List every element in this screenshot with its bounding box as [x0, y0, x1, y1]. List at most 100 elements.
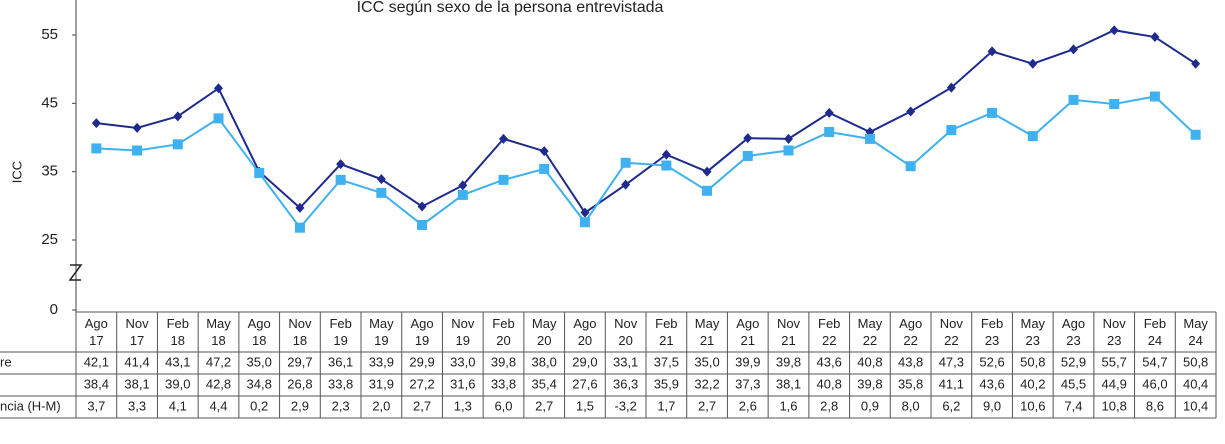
x-tick-label: Ago 18	[247, 316, 271, 348]
marker	[172, 139, 183, 150]
table-value: 43,6	[979, 376, 1004, 391]
marker	[1109, 99, 1120, 110]
marker	[864, 133, 875, 144]
chart-title: ICC según sexo de la persona entrevistad…	[357, 0, 664, 16]
y-tick-label: 25	[41, 231, 58, 248]
x-tick-label: Feb 20	[492, 316, 515, 348]
table-value: 3,7	[87, 398, 105, 413]
marker	[906, 106, 916, 117]
table-value: 45,5	[1061, 376, 1086, 391]
table-value: 10,6	[1020, 398, 1045, 413]
table-value: 40,2	[1020, 376, 1045, 391]
x-tick-label: May 22	[857, 316, 883, 348]
table-value: 47,2	[206, 354, 231, 369]
y-axis-label: ICC	[9, 161, 24, 183]
marker	[987, 46, 997, 57]
table-value: 35,4	[532, 376, 557, 391]
marker	[905, 161, 916, 172]
table-value: 6,2	[942, 398, 960, 413]
x-tick-label: Nov 22	[939, 316, 963, 348]
marker	[417, 219, 428, 230]
table-value: 39,8	[776, 354, 801, 369]
marker	[661, 160, 672, 171]
table-value: 0,2	[250, 398, 268, 413]
marker	[1028, 58, 1038, 69]
table-value: 47,3	[939, 354, 964, 369]
x-tick-label: Nov 17	[125, 316, 149, 348]
x-tick-label: May 24	[1183, 316, 1208, 348]
marker	[620, 157, 631, 168]
table-value: 2,7	[413, 398, 431, 413]
table-value: 2,7	[535, 398, 553, 413]
x-tick-label: Ago 22	[899, 316, 923, 348]
y-tick-label: 0	[50, 301, 58, 318]
marker	[173, 111, 183, 122]
table-value: 35,0	[247, 354, 272, 369]
marker	[376, 187, 387, 198]
table-value: 8,6	[1146, 398, 1164, 413]
table-value: 2,9	[291, 398, 309, 413]
table-value: 35,9	[654, 376, 679, 391]
table-value: 33,1	[613, 354, 638, 369]
table-value: 2,6	[739, 398, 757, 413]
marker	[1150, 32, 1160, 43]
marker	[457, 189, 468, 200]
table-value: 2,3	[332, 398, 350, 413]
table-value: 1,7	[657, 398, 675, 413]
table-value: 46,0	[1142, 376, 1167, 391]
row-label: ncia (H-M)	[0, 398, 61, 413]
marker	[294, 222, 305, 233]
marker	[1191, 58, 1201, 69]
marker	[1068, 94, 1079, 105]
table-value: 39,9	[735, 354, 760, 369]
table-value: 40,8	[817, 376, 842, 391]
table-value: 4,4	[209, 398, 227, 413]
table-value: 8,0	[902, 398, 920, 413]
x-tick-label: Ago 21	[736, 316, 760, 348]
table-value: 36,1	[328, 354, 353, 369]
table-value: 3,3	[128, 398, 146, 413]
table-value: 55,7	[1102, 354, 1127, 369]
x-tick-label: Nov 19	[451, 316, 475, 348]
table-value: 31,6	[450, 376, 475, 391]
table-value: 37,3	[735, 376, 760, 391]
table-value: 29,9	[409, 354, 434, 369]
marker	[335, 174, 346, 185]
x-tick-label: Nov 20	[614, 316, 638, 348]
x-tick-label: May 20	[531, 316, 557, 348]
marker	[417, 201, 427, 212]
marker	[336, 159, 346, 170]
table-value: 38,1	[124, 376, 149, 391]
table-value: 39,8	[857, 376, 882, 391]
marker	[987, 107, 998, 118]
marker	[946, 124, 957, 135]
x-tick-label: May 21	[694, 316, 720, 348]
marker	[499, 133, 508, 144]
table-value: 29,0	[572, 354, 597, 369]
marker	[579, 217, 590, 228]
table-value: 7,4	[1064, 398, 1082, 413]
table-value: 52,6	[979, 354, 1004, 369]
table-value: 2,7	[698, 398, 716, 413]
table-value: 27,6	[572, 376, 597, 391]
table-value: 38,4	[84, 376, 109, 391]
table-value: 52,9	[1061, 354, 1086, 369]
marker	[91, 118, 101, 129]
axis-break	[68, 264, 83, 281]
table-value: 50,8	[1183, 354, 1208, 369]
table-value: 31,9	[369, 376, 394, 391]
table-value: 4,1	[169, 398, 187, 413]
table-value: 33,8	[491, 376, 516, 391]
table-value: 37,5	[654, 354, 679, 369]
series-line	[96, 95, 1197, 230]
marker	[661, 149, 671, 160]
table-value: 9,0	[983, 398, 1001, 413]
table-value: 10,4	[1183, 398, 1208, 413]
marker	[1109, 25, 1119, 36]
series-line	[96, 29, 1197, 215]
table-value: 38,0	[532, 354, 557, 369]
x-tick-label: Nov 18	[288, 316, 312, 348]
marker	[1190, 129, 1201, 140]
table-value: 26,8	[287, 376, 312, 391]
